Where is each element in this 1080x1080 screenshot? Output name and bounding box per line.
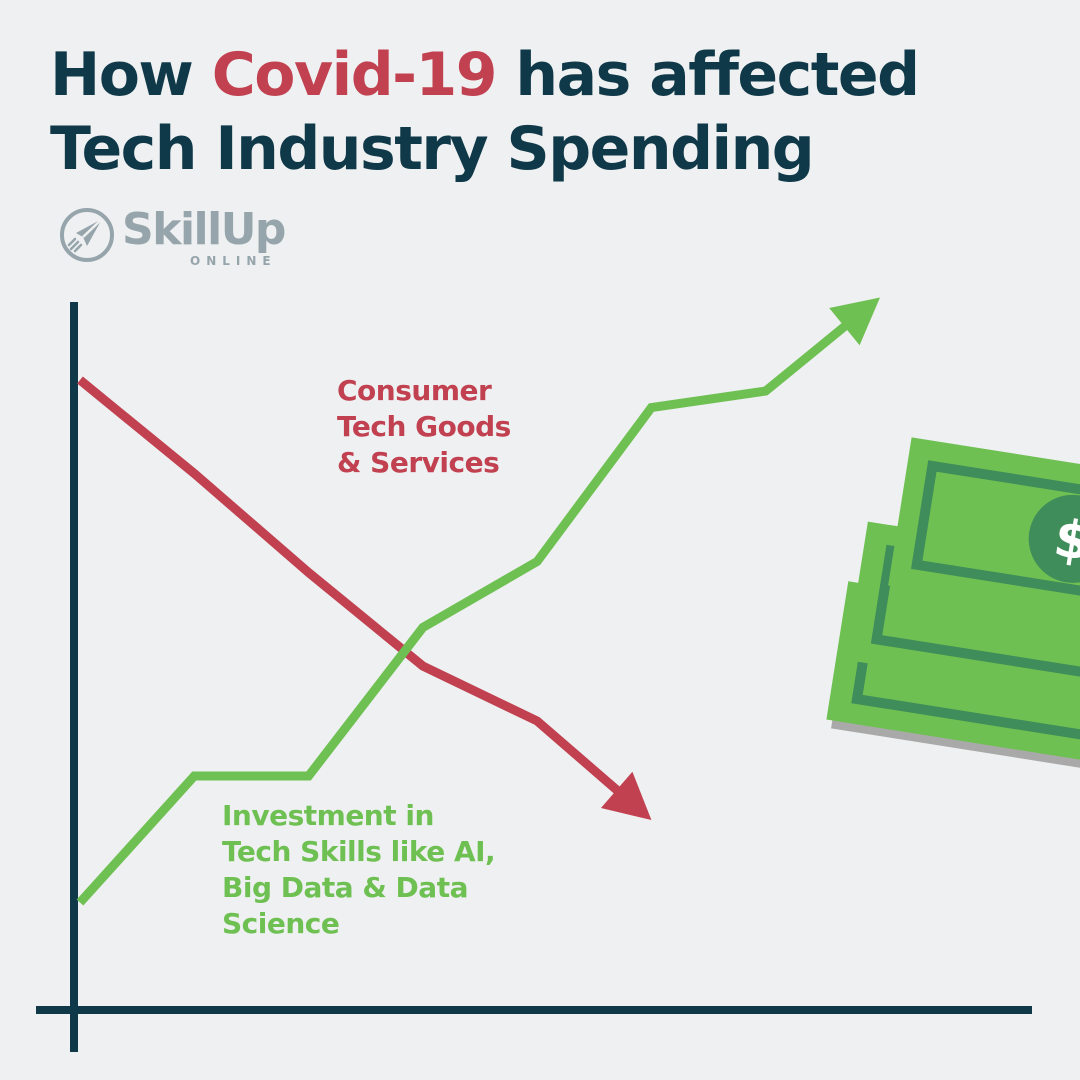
series-label-consumer: Consumer Tech Goods & Services — [337, 374, 511, 479]
logo-subtitle: ONLINE — [190, 254, 277, 268]
title-line-2: Tech Industry Spending — [50, 114, 815, 184]
title-line-1: How Covid-19 has affected — [50, 38, 920, 112]
series-line-investment — [76, 319, 852, 906]
series-arrowhead-investment — [829, 297, 880, 346]
series-arrowhead-consumer — [600, 771, 652, 820]
title-prefix: How — [50, 40, 212, 110]
bill-front: $ — [888, 437, 1080, 630]
logo-wordmark: SkillUp — [122, 204, 286, 255]
series-label-investment: Investment in Tech Skills like AI, Big D… — [222, 799, 496, 940]
chart-title: How Covid-19 has affected Tech Industry … — [50, 38, 920, 186]
title-suffix: has affected — [496, 40, 920, 110]
series-layer — [76, 297, 880, 906]
rocket-icon — [60, 208, 114, 262]
series-line-consumer — [77, 376, 625, 798]
title-highlight: Covid-19 — [211, 40, 498, 110]
skillup-logo: SkillUp ONLINE — [58, 204, 328, 272]
dollar-bills-icon: $ — [826, 437, 1080, 773]
